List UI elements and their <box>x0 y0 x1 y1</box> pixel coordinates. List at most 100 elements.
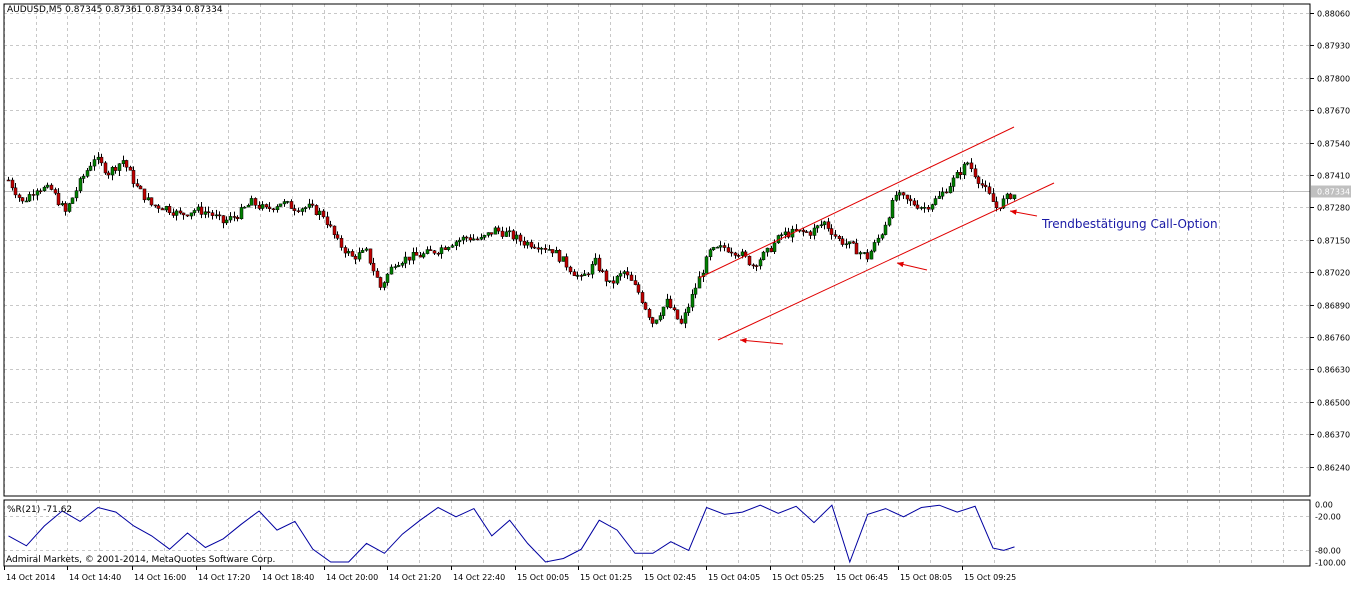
indicator-level-label: -100.00 <box>1315 559 1346 568</box>
candle-body <box>464 236 469 239</box>
channel-upper-line <box>698 126 1015 279</box>
candle-body <box>428 249 433 251</box>
candle-body <box>253 198 258 206</box>
candle-body <box>636 284 641 293</box>
y-tick-label: 0.86500 <box>1317 399 1350 408</box>
candle-body <box>88 165 93 171</box>
candle-body <box>124 160 129 168</box>
candle-body <box>49 184 54 190</box>
candle-body <box>199 206 204 215</box>
candle-body <box>493 227 498 235</box>
candle-body <box>901 192 906 196</box>
candle-body <box>958 172 963 175</box>
candle-body <box>872 242 877 252</box>
candle-body <box>887 217 892 226</box>
candle-body <box>10 179 15 189</box>
candle-body <box>883 224 888 235</box>
candle-body <box>633 280 638 285</box>
candle-body <box>99 156 104 164</box>
candle-body <box>278 203 283 207</box>
candle-body <box>360 250 365 253</box>
candle-body <box>876 237 881 243</box>
x-tick-label: 15 Oct 02:45 <box>644 573 696 582</box>
candle-body <box>403 256 408 264</box>
candle-body <box>164 206 169 211</box>
candle-body <box>486 232 491 236</box>
candle-body <box>736 255 741 257</box>
candle-body <box>432 250 437 254</box>
candle-body <box>257 205 262 209</box>
y-tick-label: 0.87150 <box>1317 237 1350 246</box>
arrow-channel-start <box>739 339 784 345</box>
candle-body <box>96 156 101 160</box>
candle-body <box>833 234 838 237</box>
candle-body <box>289 201 294 209</box>
x-tick-label: 15 Oct 08:05 <box>900 573 952 582</box>
candle-body <box>965 162 970 165</box>
candle-body <box>568 266 573 273</box>
candle-body <box>525 241 530 246</box>
candle-body <box>496 227 501 232</box>
candle-body <box>894 194 899 201</box>
candle-body <box>915 204 920 209</box>
candle-body <box>400 263 405 266</box>
arrow-channel-touch-head <box>897 261 904 268</box>
candle-body <box>969 162 974 170</box>
candle-body <box>851 241 856 244</box>
candle-body <box>933 198 938 205</box>
candle-body <box>42 186 47 192</box>
candle-body <box>332 225 337 235</box>
y-tick-label: 0.87540 <box>1317 140 1350 149</box>
x-tick-label: 14 Oct 14:40 <box>69 573 121 582</box>
candle-body <box>1001 198 1006 209</box>
candle-body <box>60 203 65 206</box>
candle-body <box>980 183 985 186</box>
y-tick-label: 0.87020 <box>1317 269 1350 278</box>
candle-body <box>572 271 577 277</box>
candle-body <box>847 241 852 245</box>
candle-body <box>518 234 523 242</box>
y-tick-label: 0.87670 <box>1317 107 1350 116</box>
candle-body <box>686 306 691 313</box>
candle-body <box>13 187 18 196</box>
candle-body <box>754 265 759 267</box>
candle-body <box>618 273 623 277</box>
candle-body <box>106 172 111 176</box>
candle-body <box>121 160 126 164</box>
candle-body <box>371 262 376 272</box>
candle-body <box>146 197 151 201</box>
current-price-box <box>1311 185 1351 198</box>
candle-body <box>672 307 677 310</box>
candle-body <box>640 292 645 303</box>
candle-body <box>454 241 459 246</box>
candle-body <box>747 255 752 266</box>
candle-body <box>31 194 36 196</box>
candle-body <box>285 201 290 203</box>
candle-body <box>905 194 910 200</box>
candle-body <box>611 280 616 284</box>
candle-body <box>654 319 659 324</box>
candle-body <box>210 212 215 216</box>
candle-body <box>625 271 630 276</box>
candle-body <box>314 205 319 215</box>
candle-body <box>27 194 32 202</box>
candle-body <box>597 257 602 271</box>
candle-body <box>812 227 817 236</box>
y-tick-label: 0.86890 <box>1317 302 1350 311</box>
candle-body <box>858 252 863 255</box>
candle-body <box>658 315 663 321</box>
candle-body <box>697 276 702 289</box>
candle-body <box>153 204 158 207</box>
candle-body <box>181 212 186 216</box>
candle-body <box>307 203 312 208</box>
candle-body <box>160 208 165 211</box>
candle-body <box>203 211 208 215</box>
candle-body <box>661 306 666 316</box>
candle-body <box>987 186 992 194</box>
candle-body <box>242 206 247 209</box>
candle-body <box>414 252 419 256</box>
candle-body <box>693 287 698 295</box>
candle-body <box>973 168 978 178</box>
